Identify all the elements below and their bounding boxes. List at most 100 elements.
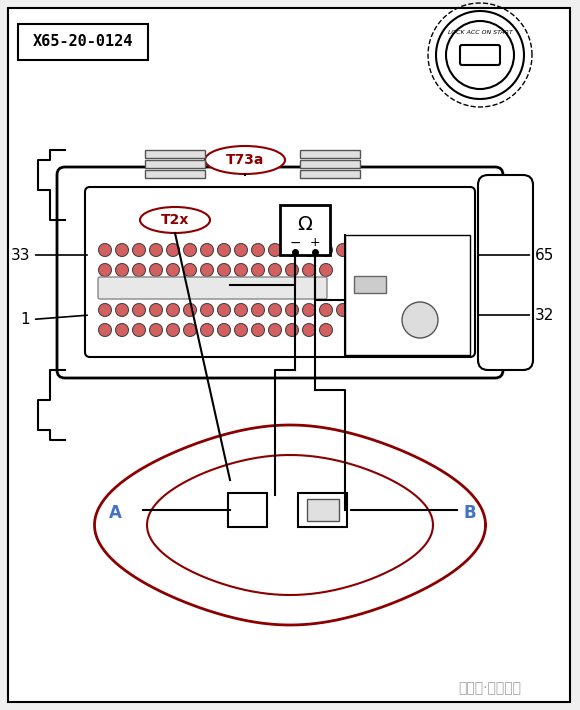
Circle shape (132, 324, 146, 337)
Circle shape (166, 324, 179, 337)
Circle shape (336, 303, 350, 317)
Text: 33: 33 (10, 248, 87, 263)
Circle shape (382, 244, 396, 256)
Circle shape (349, 244, 361, 256)
Circle shape (320, 244, 332, 256)
Text: B: B (463, 504, 476, 522)
Circle shape (402, 302, 438, 338)
Circle shape (150, 244, 162, 256)
Circle shape (183, 263, 197, 276)
Circle shape (382, 263, 396, 276)
Circle shape (365, 244, 379, 256)
Text: T2x: T2x (161, 213, 189, 227)
Ellipse shape (205, 146, 285, 174)
Text: A: A (108, 504, 121, 522)
Circle shape (285, 303, 299, 317)
Circle shape (150, 324, 162, 337)
Circle shape (99, 263, 111, 276)
FancyBboxPatch shape (307, 499, 339, 521)
Circle shape (416, 303, 430, 317)
Circle shape (252, 303, 264, 317)
Circle shape (115, 263, 129, 276)
Circle shape (218, 324, 230, 337)
Circle shape (349, 303, 361, 317)
FancyBboxPatch shape (8, 8, 570, 702)
FancyBboxPatch shape (298, 493, 347, 527)
Circle shape (132, 303, 146, 317)
Text: −: − (289, 236, 301, 250)
Circle shape (201, 263, 213, 276)
Circle shape (349, 263, 361, 276)
Circle shape (183, 324, 197, 337)
FancyBboxPatch shape (345, 235, 470, 355)
Text: +: + (310, 236, 320, 249)
Circle shape (365, 303, 379, 317)
Circle shape (183, 244, 197, 256)
Circle shape (99, 324, 111, 337)
Circle shape (353, 244, 367, 256)
Circle shape (132, 244, 146, 256)
FancyBboxPatch shape (300, 160, 360, 168)
Circle shape (269, 244, 281, 256)
Circle shape (166, 244, 179, 256)
FancyBboxPatch shape (300, 150, 360, 158)
FancyBboxPatch shape (354, 276, 386, 293)
FancyBboxPatch shape (85, 187, 475, 357)
Circle shape (400, 303, 412, 317)
Circle shape (285, 263, 299, 276)
Text: 1: 1 (20, 312, 87, 327)
FancyBboxPatch shape (460, 45, 500, 65)
Circle shape (400, 263, 412, 276)
FancyBboxPatch shape (280, 205, 330, 255)
FancyBboxPatch shape (145, 150, 205, 158)
Circle shape (183, 303, 197, 317)
Text: Ω: Ω (298, 216, 313, 234)
Circle shape (451, 244, 463, 256)
Circle shape (382, 303, 396, 317)
Circle shape (115, 324, 129, 337)
FancyBboxPatch shape (145, 160, 205, 168)
Circle shape (218, 303, 230, 317)
Circle shape (132, 263, 146, 276)
Circle shape (320, 324, 332, 337)
Circle shape (150, 303, 162, 317)
Circle shape (150, 263, 162, 276)
Circle shape (416, 244, 430, 256)
Circle shape (115, 303, 129, 317)
Circle shape (285, 244, 299, 256)
Circle shape (303, 324, 316, 337)
Circle shape (99, 244, 111, 256)
Circle shape (234, 244, 248, 256)
Circle shape (218, 244, 230, 256)
FancyBboxPatch shape (145, 170, 205, 178)
Text: LOCK ACC ON START: LOCK ACC ON START (448, 31, 513, 36)
Circle shape (433, 263, 447, 276)
Circle shape (303, 244, 316, 256)
Text: T73a: T73a (226, 153, 264, 167)
FancyBboxPatch shape (300, 170, 360, 178)
Circle shape (99, 303, 111, 317)
Circle shape (201, 324, 213, 337)
FancyBboxPatch shape (18, 24, 148, 60)
FancyBboxPatch shape (98, 277, 327, 299)
FancyBboxPatch shape (228, 493, 267, 527)
Circle shape (269, 324, 281, 337)
Circle shape (218, 263, 230, 276)
Circle shape (336, 244, 350, 256)
Circle shape (320, 303, 332, 317)
Circle shape (252, 263, 264, 276)
Circle shape (252, 324, 264, 337)
Circle shape (303, 303, 316, 317)
Circle shape (320, 263, 332, 276)
Text: X65-20-0124: X65-20-0124 (33, 35, 133, 50)
Circle shape (166, 263, 179, 276)
Circle shape (269, 303, 281, 317)
FancyBboxPatch shape (478, 175, 533, 370)
Circle shape (365, 263, 379, 276)
Circle shape (285, 324, 299, 337)
Circle shape (451, 263, 463, 276)
Circle shape (234, 263, 248, 276)
Circle shape (353, 303, 367, 317)
Circle shape (269, 263, 281, 276)
Circle shape (234, 324, 248, 337)
